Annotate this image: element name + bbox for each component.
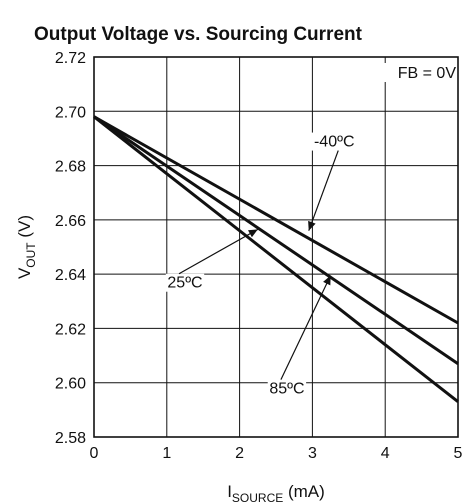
x-tick-label: 3: [308, 445, 317, 462]
y-tick-label: 2.68: [55, 159, 86, 176]
series-label-arrowhead: [308, 220, 316, 231]
y-tick-label: 2.62: [55, 321, 86, 338]
series-label-arrowhead: [323, 275, 331, 286]
y-tick-label: 2.58: [55, 430, 86, 447]
y-tick-label: 2.70: [55, 104, 86, 121]
x-axis-label-main: I: [227, 482, 232, 501]
series-label-leader: [178, 228, 259, 275]
x-tick-label: 1: [162, 445, 171, 462]
series-label: 25ºC: [167, 275, 202, 292]
series-label: 85ºC: [269, 381, 304, 398]
series-line: [93, 115, 459, 365]
annotations: -40ºC 25ºC 85ºC: [165, 132, 358, 398]
x-tick-label: 0: [90, 445, 99, 462]
y-tick-label: 2.60: [55, 376, 86, 393]
series-line: [93, 115, 459, 403]
x-tick-label: 2: [235, 445, 244, 462]
y-axis-label-subscript: OUT: [24, 242, 38, 268]
series-lines: [93, 115, 459, 403]
series-label: -40ºC: [314, 134, 355, 151]
series-label-leader: [308, 150, 339, 231]
x-tick-label: 5: [454, 445, 462, 462]
series-line: [93, 115, 459, 325]
x-axis-label: ISOURCE (mA): [227, 482, 325, 504]
y-axis-label-unit: (V): [15, 215, 34, 242]
condition-label-background: [378, 63, 456, 82]
y-axis-label: VOUT (V): [15, 215, 38, 279]
series-label-background: [310, 132, 358, 151]
series-label-background: [165, 273, 205, 292]
condition-label: FB = 0V: [398, 65, 457, 82]
plot-area: [93, 56, 459, 438]
x-axis-label-subscript: SOURCE: [232, 491, 283, 504]
y-tick-label: 2.64: [55, 267, 86, 284]
y-tick-label: 2.72: [55, 50, 86, 67]
x-axis-label-unit: (mA): [283, 482, 325, 501]
x-tick-label: 4: [381, 445, 390, 462]
y-axis-label-main: V: [15, 267, 34, 279]
tick-labels: 0 1 2 3 4 5 2.58 2.60 2.62 2.64 2.66 2.68 2.70 2.72: [55, 50, 462, 462]
series-label-arrowhead: [247, 229, 258, 238]
chart-title: Output Voltage vs. Sourcing Current: [34, 24, 363, 45]
series-label-background: [267, 379, 307, 398]
y-tick-label: 2.66: [55, 213, 86, 230]
series-label-leader: [280, 275, 332, 380]
